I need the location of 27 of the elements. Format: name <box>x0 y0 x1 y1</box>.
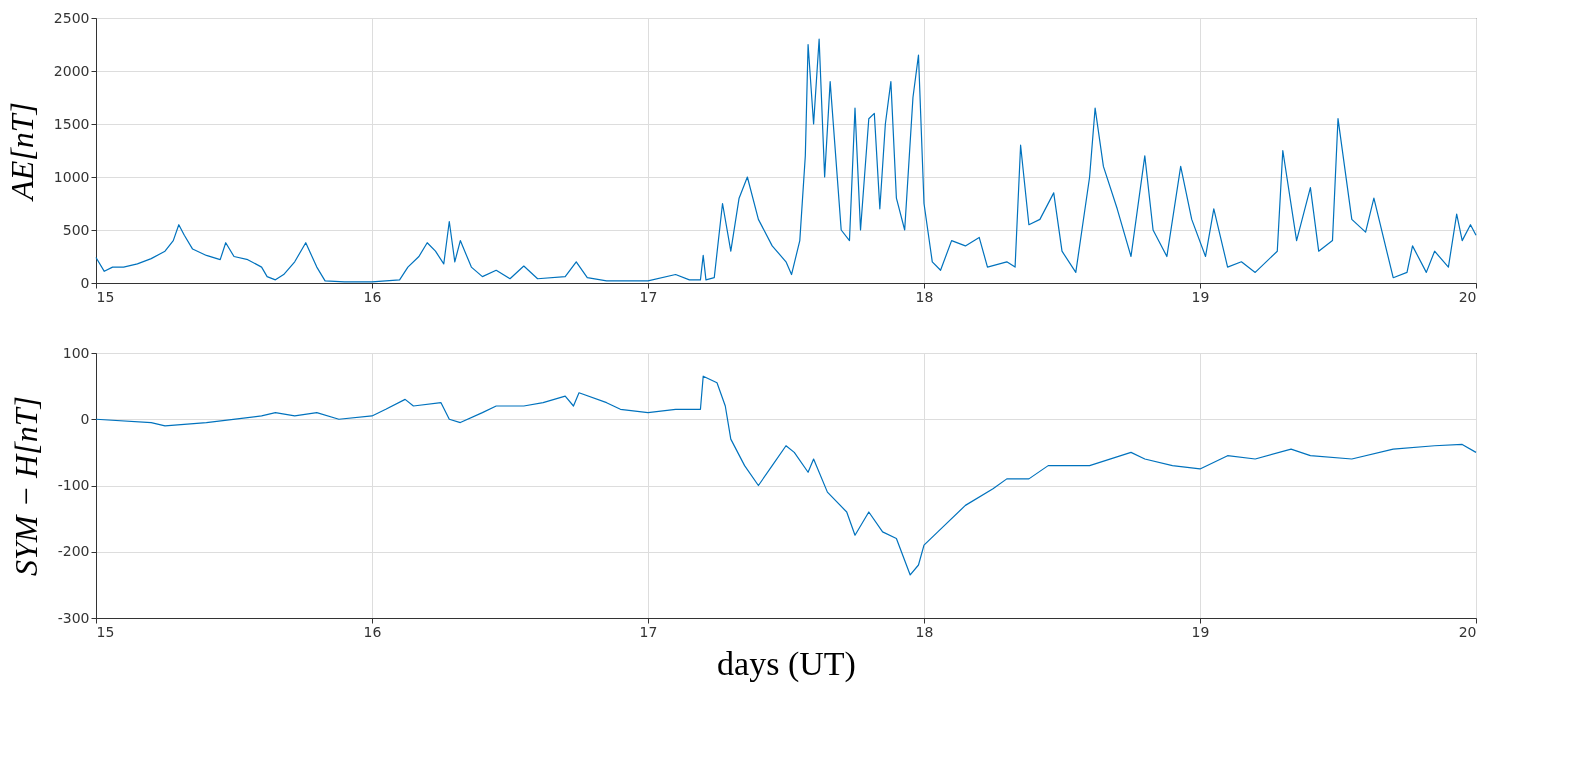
x-tick-label: 20 <box>1458 623 1477 640</box>
x-tick-label: 16 <box>363 288 382 305</box>
x-tick-label: 19 <box>1191 623 1210 640</box>
x-tick-label: 15 <box>96 288 115 305</box>
y-tick-label: 500 <box>62 221 90 238</box>
y-tick-label: 2000 <box>53 62 90 79</box>
line-series <box>95 375 1477 576</box>
y-axis-title: AE[nT] <box>3 102 40 202</box>
y-tick-label: -300 <box>57 609 90 626</box>
x-tick-label: 17 <box>639 623 658 640</box>
x-tick-label: 18 <box>915 623 934 640</box>
x-tick-label: 16 <box>363 623 382 640</box>
y-tick-label: 0 <box>80 274 90 291</box>
x-tick-label: 19 <box>1191 288 1210 305</box>
y-tick-label: 100 <box>62 344 90 361</box>
x-tick-label: 17 <box>639 288 658 305</box>
y-tick-label: 0 <box>80 410 90 427</box>
x-tick-label: 15 <box>96 623 115 640</box>
y-tick-label: 1500 <box>53 115 90 132</box>
x-tick-label: 20 <box>1458 288 1477 305</box>
y-tick-label: -200 <box>57 543 90 560</box>
y-axis-title: SYM − H[nT] <box>7 396 44 576</box>
y-tick-label: 2500 <box>53 9 90 26</box>
y-tick-label: 1000 <box>53 168 90 185</box>
x-tick-label: 18 <box>915 288 934 305</box>
y-tick-label: -100 <box>57 477 90 493</box>
x-axis-title: days (UT) <box>717 644 856 683</box>
